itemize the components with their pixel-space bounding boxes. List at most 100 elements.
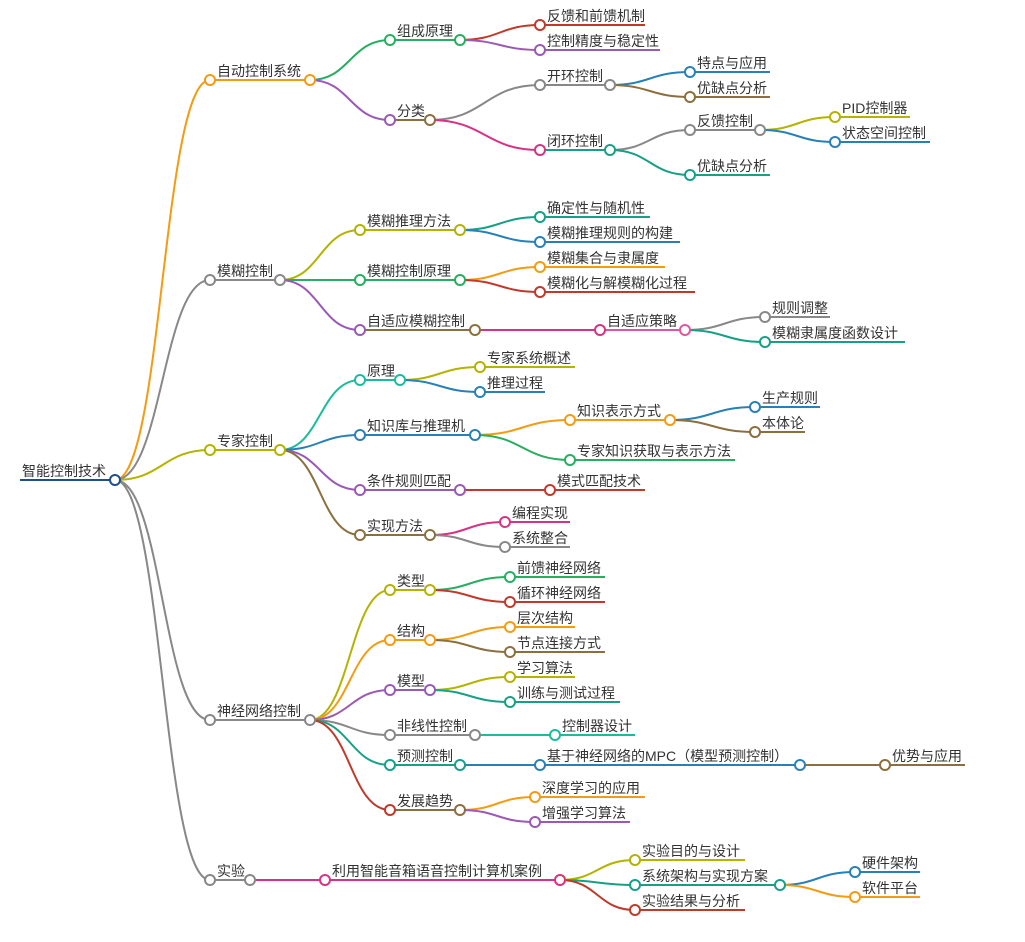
node-label[interactable]: 学习算法: [517, 660, 573, 676]
node-connector[interactable]: [425, 585, 435, 595]
node-connector[interactable]: [665, 415, 675, 425]
node-label[interactable]: 反馈和前馈机制: [547, 8, 645, 24]
node-connector[interactable]: [245, 875, 255, 885]
node-connector[interactable]: [775, 880, 785, 890]
node-label[interactable]: 闭环控制: [547, 133, 603, 149]
node-connector[interactable]: [110, 475, 120, 485]
node-connector[interactable]: [395, 375, 405, 385]
node-connector[interactable]: [455, 760, 465, 770]
node-label[interactable]: 推理过程: [487, 375, 543, 391]
node-label[interactable]: 条件规则匹配: [367, 473, 451, 489]
node-label[interactable]: 优缺点分析: [697, 80, 767, 96]
node-connector[interactable]: [275, 445, 285, 455]
node-connector-in: [355, 325, 365, 335]
node-connector[interactable]: [425, 635, 435, 645]
node-label[interactable]: 分类: [397, 103, 425, 119]
node-connector[interactable]: [305, 75, 315, 85]
node-label[interactable]: 增强学习算法: [542, 805, 626, 821]
node-label[interactable]: 非线性控制: [397, 718, 467, 734]
edge: [610, 72, 690, 85]
node-label[interactable]: 训练与测试过程: [517, 685, 615, 701]
node-label[interactable]: 组成原理: [397, 23, 453, 39]
edge: [780, 885, 855, 897]
node-connector[interactable]: [275, 275, 285, 285]
node-connector[interactable]: [425, 530, 435, 540]
edge: [280, 280, 360, 330]
node-label[interactable]: 模糊化与解模糊化过程: [547, 275, 687, 291]
node-label[interactable]: 前馈神经网络: [517, 560, 601, 576]
node-label[interactable]: 专家控制: [217, 433, 273, 449]
node-label[interactable]: 模式匹配技术: [557, 473, 641, 489]
node-label[interactable]: 开环控制: [547, 68, 603, 84]
node-label[interactable]: 自动控制系统: [217, 63, 301, 79]
node-label[interactable]: 反馈控制: [697, 113, 753, 129]
node-connector-in: [500, 542, 510, 552]
node-label[interactable]: 类型: [397, 573, 425, 589]
node-label[interactable]: 系统整合: [512, 530, 568, 546]
node-label[interactable]: 生产规则: [762, 390, 818, 406]
node-label[interactable]: 原理: [367, 363, 395, 379]
node-label[interactable]: 模糊控制原理: [367, 263, 451, 279]
node-label[interactable]: 模糊推理方法: [367, 213, 451, 229]
node-label[interactable]: 硬件架构: [862, 855, 918, 871]
node-connector-in: [565, 455, 575, 465]
node-label[interactable]: 确定性与随机性: [547, 200, 645, 216]
node-connector[interactable]: [680, 325, 690, 335]
node-label[interactable]: 模糊集合与隶属度: [547, 250, 659, 266]
node-label[interactable]: 专家系统概述: [487, 350, 571, 366]
node-label[interactable]: 自适应模糊控制: [367, 313, 465, 329]
node-label[interactable]: 优势与应用: [892, 748, 962, 764]
node-label[interactable]: 实验: [217, 863, 245, 879]
node-label[interactable]: 结构: [397, 623, 425, 639]
node-label[interactable]: 实验目的与设计: [642, 843, 740, 859]
node-label[interactable]: 节点连接方式: [517, 635, 601, 651]
node-label[interactable]: 规则调整: [772, 300, 828, 316]
node-connector[interactable]: [795, 760, 805, 770]
node-connector[interactable]: [755, 125, 765, 135]
node-label[interactable]: 发展趋势: [397, 793, 453, 809]
node-label[interactable]: PID控制器: [842, 100, 907, 116]
node-connector[interactable]: [470, 430, 480, 440]
node-label[interactable]: 系统架构与实现方案: [642, 868, 768, 884]
node-label[interactable]: 知识库与推理机: [367, 418, 465, 434]
node-connector[interactable]: [425, 685, 435, 695]
node-connector[interactable]: [425, 115, 435, 125]
node-label[interactable]: 知识表示方式: [577, 403, 661, 419]
node-label[interactable]: 软件平台: [862, 880, 918, 896]
node-label[interactable]: 编程实现: [512, 505, 568, 521]
node-connector[interactable]: [605, 145, 615, 155]
node-label[interactable]: 模糊隶属度函数设计: [772, 325, 898, 341]
node-label[interactable]: 模糊推理规则的构建: [547, 225, 673, 241]
node-label[interactable]: 预测控制: [397, 748, 453, 764]
node-label[interactable]: 模糊控制: [217, 263, 273, 279]
node-label[interactable]: 智能控制技术: [22, 463, 106, 479]
node-connector[interactable]: [470, 325, 480, 335]
node-label[interactable]: 层次结构: [517, 610, 573, 626]
node-label[interactable]: 循环神经网络: [517, 585, 601, 601]
node-connector[interactable]: [455, 275, 465, 285]
node-connector[interactable]: [455, 225, 465, 235]
node-label[interactable]: 基于神经网络的MPC（模型预测控制）: [547, 748, 788, 764]
node-label[interactable]: 自适应策略: [607, 313, 677, 329]
node-label[interactable]: 特点与应用: [697, 55, 767, 71]
node-label[interactable]: 深度学习的应用: [542, 780, 640, 796]
node-label[interactable]: 模型: [397, 673, 425, 689]
node-label[interactable]: 实现方法: [367, 518, 423, 534]
edge: [115, 80, 210, 480]
node-label[interactable]: 控制精度与稳定性: [547, 33, 659, 49]
node-label[interactable]: 本体论: [762, 415, 804, 431]
node-connector[interactable]: [455, 485, 465, 495]
node-connector[interactable]: [470, 730, 480, 740]
node-label[interactable]: 实验结果与分析: [642, 893, 740, 909]
node-label[interactable]: 控制器设计: [562, 718, 632, 734]
node-label[interactable]: 优缺点分析: [697, 158, 767, 174]
node-connector[interactable]: [455, 35, 465, 45]
node-label[interactable]: 状态空间控制: [842, 125, 926, 141]
node-connector[interactable]: [605, 80, 615, 90]
node-connector[interactable]: [305, 715, 315, 725]
node-connector[interactable]: [555, 875, 565, 885]
node-connector[interactable]: [455, 805, 465, 815]
node-label[interactable]: 利用智能音箱语音控制计算机案例: [332, 863, 542, 879]
node-label[interactable]: 神经网络控制: [217, 703, 301, 719]
node-label[interactable]: 专家知识获取与表示方法: [577, 443, 731, 459]
